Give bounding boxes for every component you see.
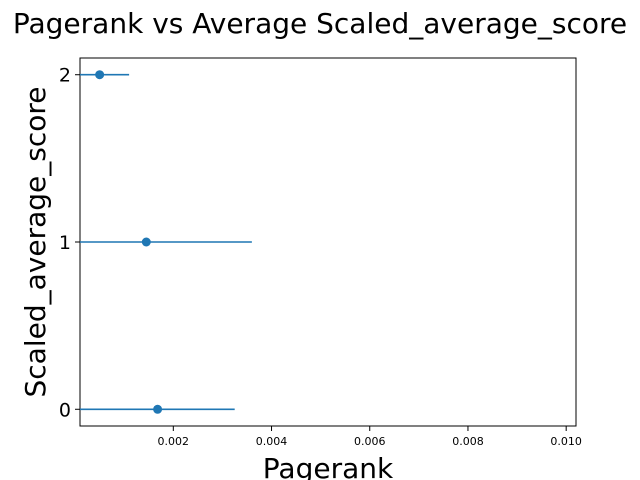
data-point — [153, 404, 163, 414]
x-tick-label: 0.002 — [158, 435, 190, 448]
x-tick-label: 0.006 — [354, 435, 386, 448]
data-point — [95, 70, 105, 80]
x-axis-ticks: 0.002 0.004 0.006 0.008 0.010 — [158, 426, 582, 448]
data-point — [141, 237, 151, 247]
x-tick-label: 0.010 — [550, 435, 582, 448]
x-tick-label: 0.008 — [452, 435, 484, 448]
data-marks — [80, 70, 252, 414]
y-tick-label: 1 — [59, 232, 71, 254]
chart-title: Pagerank vs Average Scaled_average_score — [13, 7, 627, 40]
x-tick-label: 0.004 — [256, 435, 288, 448]
y-tick-label: 2 — [59, 65, 71, 87]
y-axis-ticks: 0 1 2 — [59, 65, 80, 421]
y-axis-label: Scaled_average_score — [19, 87, 52, 398]
y-tick-label: 0 — [59, 399, 71, 421]
x-axis-label: Pagerank — [263, 452, 394, 480]
